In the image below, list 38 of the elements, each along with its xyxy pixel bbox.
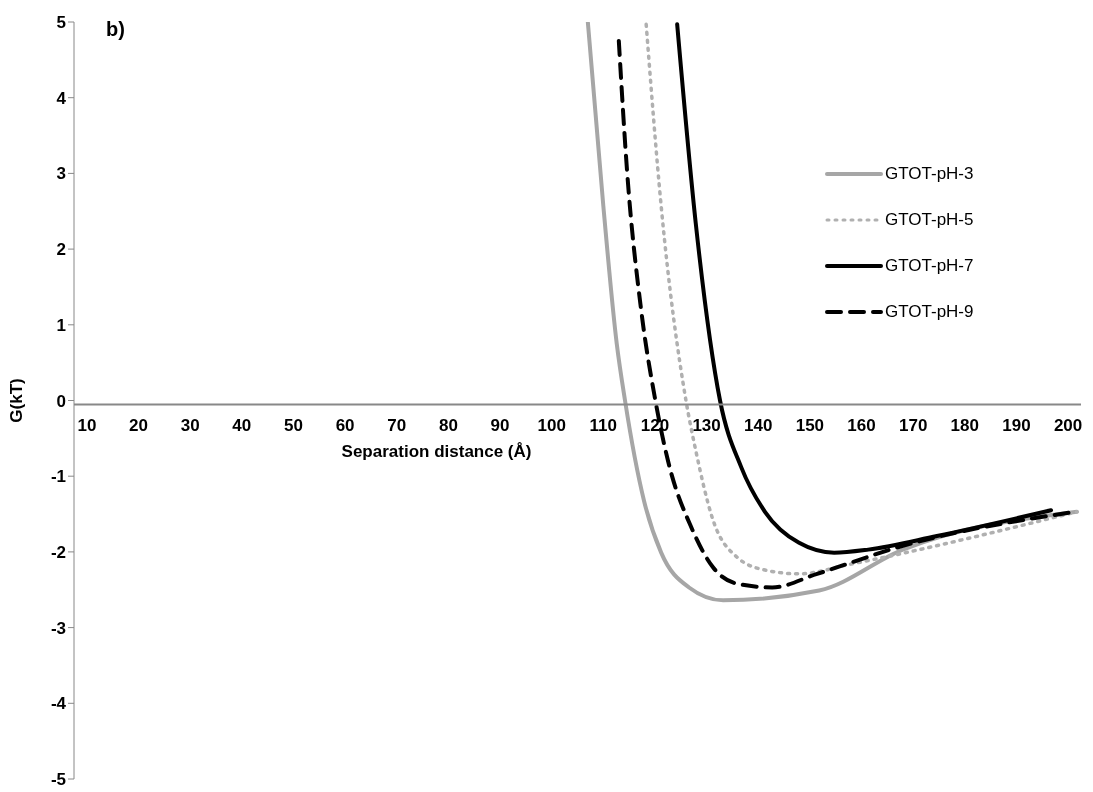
y-tick-label: -5 <box>50 770 66 790</box>
y-tick-label: -1 <box>50 467 66 487</box>
y-tick-label: 0 <box>56 391 66 411</box>
x-tick-label: 60 <box>335 415 355 435</box>
x-tick-label: 40 <box>232 415 252 435</box>
x-tick-label: 130 <box>692 415 721 435</box>
x-tick-label: 140 <box>744 415 773 435</box>
y-axis-title: G(kT) <box>7 378 27 423</box>
legend-label: GTOT-pH-9 <box>885 302 974 322</box>
x-tick-label: 190 <box>1002 415 1031 435</box>
x-tick-label: 110 <box>589 415 618 435</box>
legend-label: GTOT-pH-3 <box>885 164 974 184</box>
x-axis-title: Separation distance (Å) <box>341 441 532 461</box>
x-tick-label: 120 <box>640 415 670 435</box>
y-tick-label: 4 <box>56 88 67 108</box>
x-tick-label: 100 <box>537 415 566 435</box>
x-tick-label: 170 <box>898 415 928 435</box>
y-tick-label: 3 <box>56 164 66 184</box>
x-tick-label: 160 <box>847 415 876 435</box>
x-tick-label: 70 <box>387 415 407 435</box>
x-tick-label: 30 <box>180 415 200 435</box>
x-tick-label: 10 <box>77 415 97 435</box>
x-tick-label: 80 <box>438 415 458 435</box>
y-tick-label: -3 <box>50 618 66 638</box>
legend-label: GTOT-pH-7 <box>885 256 974 276</box>
x-tick-label: 150 <box>795 415 825 435</box>
y-tick-label: 5 <box>56 13 66 33</box>
y-tick-label: -4 <box>50 694 67 714</box>
x-tick-label: 200 <box>1053 415 1083 435</box>
annotation: b) <box>106 18 125 41</box>
y-tick-label: -2 <box>50 542 66 562</box>
y-tick-label: 2 <box>56 240 66 260</box>
y-tick-label: 1 <box>56 315 66 335</box>
x-tick-label: 90 <box>490 415 510 435</box>
x-tick-label: 180 <box>950 415 979 435</box>
x-tick-label: 50 <box>284 415 303 435</box>
x-tick-label: 20 <box>129 415 149 435</box>
legend-label: GTOT-pH-5 <box>885 210 974 230</box>
